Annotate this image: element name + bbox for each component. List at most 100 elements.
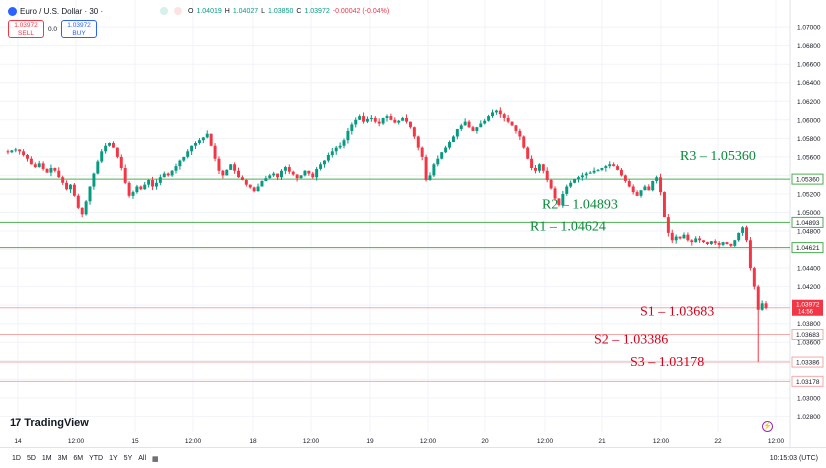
candle-body <box>291 171 295 175</box>
candle-body <box>68 184 72 190</box>
sell-button[interactable]: 1.03972 SELL <box>8 20 44 38</box>
level-price-tag <box>791 356 824 368</box>
candle-body <box>76 195 80 208</box>
lightning-icon[interactable]: ⚡ <box>762 421 773 432</box>
price-axis[interactable]: 1.07000 1.06800 1.06600 1.06400 1.06200 1.060… <box>791 25 824 421</box>
candle-body <box>319 164 323 169</box>
candle-body <box>342 140 346 146</box>
bottom-divider <box>0 447 826 448</box>
timeframe-bar: 1D 5D 1M 3M 6M YTD 1Y 5Y All ▦ <box>12 455 159 463</box>
candle-body <box>764 303 768 308</box>
close-legend-icon[interactable] <box>174 7 182 15</box>
current-price-tag <box>792 299 823 316</box>
level-label-s1: S1 – 1.03683 <box>640 305 714 320</box>
price-tick-label: 1.06000 <box>797 117 821 124</box>
price-tick-label: 1.07000 <box>797 25 821 32</box>
level-price-tag <box>791 242 824 254</box>
candle-body <box>494 110 498 113</box>
candle-body <box>682 234 686 239</box>
time-tick-label: 20 <box>481 438 489 445</box>
candle-body <box>213 145 217 159</box>
candle-body <box>690 240 694 243</box>
level-label-s2: S2 – 1.03386 <box>594 333 668 348</box>
candle-body <box>639 190 643 196</box>
candle-body <box>725 242 729 244</box>
timeframe-3m[interactable]: 3M <box>57 455 68 462</box>
candle-body <box>365 118 369 122</box>
candle-body <box>315 168 319 178</box>
candle-body <box>619 169 623 176</box>
candle-body <box>194 142 198 146</box>
candle-body <box>483 120 487 124</box>
level-label-r3: R3 – 1.05360 <box>680 149 756 164</box>
candle-body <box>702 240 706 243</box>
timeframe-ytd[interactable]: YTD <box>89 455 104 462</box>
candle-body <box>88 186 92 202</box>
candle-body <box>111 142 115 148</box>
candle-body <box>190 145 194 152</box>
time-tick-label: 12:00 <box>768 438 785 445</box>
candle-body <box>459 125 463 130</box>
timeframe-all[interactable]: All <box>138 455 147 462</box>
price-tick-label: 1.03800 <box>797 321 821 328</box>
candle-body <box>737 232 741 241</box>
candle-body <box>608 164 612 167</box>
price-tick-label: 1.04400 <box>797 266 821 273</box>
candle-body <box>440 152 444 159</box>
candle-body <box>287 167 291 172</box>
timeframe-5d[interactable]: 5D <box>26 455 36 462</box>
candle-body <box>10 150 14 153</box>
candle-body <box>178 160 182 167</box>
candle-body <box>498 110 502 115</box>
price-tick-label: 1.06200 <box>797 99 821 106</box>
level-label-r2: R2 – 1.04893 <box>542 197 618 212</box>
timeframe-1m[interactable]: 1M <box>41 455 52 462</box>
tradingview-logo[interactable]: 17 TradingView <box>10 417 89 429</box>
candle-body <box>463 121 467 126</box>
time-axis[interactable]: 14 12:00 15 12:00 18 12:00 19 12:00 20 12:00 21 12:… <box>14 438 784 445</box>
timeframe-6m[interactable]: 6M <box>73 455 84 462</box>
candle-body <box>53 167 57 171</box>
candle-body <box>209 133 213 146</box>
candle-body <box>362 116 366 122</box>
candle-body <box>756 286 760 310</box>
candle-body <box>428 175 432 181</box>
eye-icon[interactable] <box>160 7 168 15</box>
symbol-title: Euro / U.S. Dollar · 30 · <box>20 7 104 16</box>
candle-body <box>248 184 252 188</box>
price-tick-label: 1.06800 <box>797 43 821 50</box>
candle-body <box>448 142 452 148</box>
candle-body <box>326 155 330 161</box>
utc-clock[interactable]: 10:15:03 (UTC) <box>769 455 818 462</box>
candle-body <box>72 184 76 196</box>
timeframe-1y[interactable]: 1Y <box>109 455 118 462</box>
time-tick-label: 21 <box>598 438 606 445</box>
candle-body <box>205 133 209 138</box>
calendar-icon[interactable]: ▦ <box>152 456 159 463</box>
candle-body <box>541 164 545 171</box>
open-value: 1.04019 <box>196 7 222 15</box>
buy-button[interactable]: 1.03972 BUY <box>61 20 98 38</box>
level-price-tag-text: 1.04893 <box>796 220 820 227</box>
candle-body <box>295 174 299 179</box>
candle-body <box>451 136 455 143</box>
timeframe-5y[interactable]: 5Y <box>123 455 133 462</box>
timeframe-1d[interactable]: 1D <box>12 455 21 462</box>
candle-body <box>526 147 530 159</box>
close-label: C <box>296 7 302 15</box>
price-tick-label: 1.05000 <box>797 210 821 217</box>
candle-body <box>18 149 22 152</box>
candle-body <box>256 186 260 192</box>
candle-body <box>565 186 569 194</box>
time-tick-label: 15 <box>131 438 139 445</box>
candle-body <box>84 201 88 215</box>
price-tick-label: 1.03600 <box>797 340 821 347</box>
candle-body <box>104 145 108 152</box>
candle-body <box>322 160 326 165</box>
candle-body <box>557 198 561 206</box>
price-tick-label: 1.02800 <box>797 414 821 421</box>
candle-body <box>643 186 647 191</box>
symbol-header[interactable]: Euro / U.S. Dollar · 30 · <box>8 7 103 16</box>
candle-body <box>92 173 96 187</box>
